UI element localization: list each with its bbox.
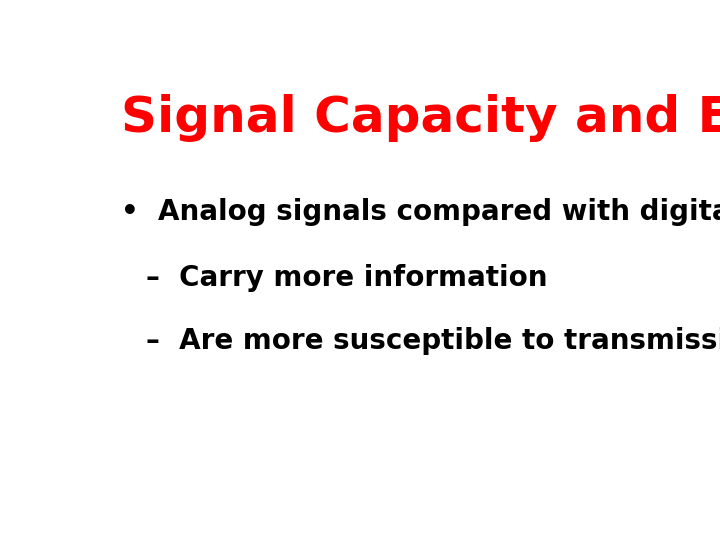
Text: •  Analog signals compared with digital signals: • Analog signals compared with digital s…: [121, 198, 720, 226]
Text: –  Carry more information: – Carry more information: [145, 265, 547, 292]
Text: Signal Capacity and Errors: Signal Capacity and Errors: [121, 94, 720, 142]
Text: –  Are more susceptible to transmission error: – Are more susceptible to transmission e…: [145, 327, 720, 355]
